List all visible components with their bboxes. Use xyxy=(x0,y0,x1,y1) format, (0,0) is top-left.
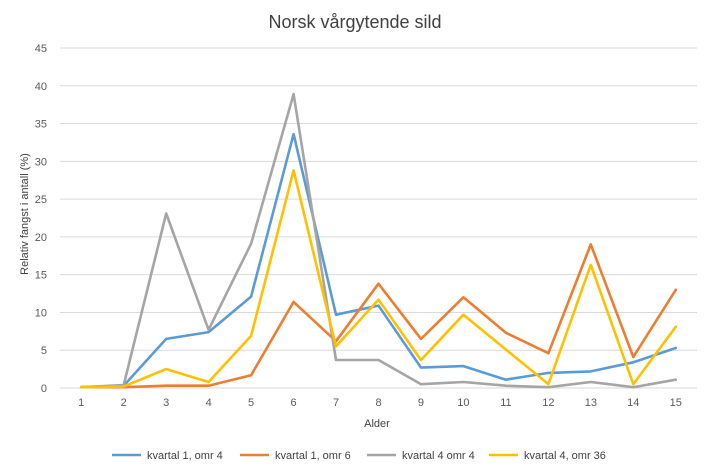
y-tick-label: 35 xyxy=(35,119,47,131)
y-tick-label: 0 xyxy=(41,383,47,395)
legend-label: kvartal 4 omr 4 xyxy=(402,450,475,462)
y-tick-label: 30 xyxy=(35,156,47,168)
y-tick-label: 25 xyxy=(35,194,47,206)
series-lines xyxy=(79,92,678,389)
y-tick-label: 10 xyxy=(35,307,47,319)
series-line-1 xyxy=(79,132,678,389)
x-axis-ticks: 1 2 3 4 5 6 7 8 9 10 11 12 13 14 15 xyxy=(78,397,682,409)
x-tick-label: 6 xyxy=(291,397,297,409)
y-tick-label: 20 xyxy=(35,232,47,244)
legend-label: kvartal 1, omr 4 xyxy=(147,450,223,462)
y-tick-label: 15 xyxy=(35,270,47,282)
x-tick-label: 8 xyxy=(375,397,381,409)
legend-item-3: kvartal 4 omr 4 xyxy=(367,450,475,462)
legend: kvartal 1, omr 4 kvartal 1, omr 6 kvartal … xyxy=(112,450,606,462)
x-tick-label: 10 xyxy=(457,397,469,409)
gridlines xyxy=(60,47,697,351)
legend-item-1: kvartal 1, omr 4 xyxy=(112,450,223,462)
x-tick-label: 7 xyxy=(333,397,339,409)
x-axis-title: Alder xyxy=(364,418,390,430)
x-tick-label: 9 xyxy=(418,397,424,409)
chart-title: Norsk vårgytende sild xyxy=(268,12,441,32)
x-tick-label: 3 xyxy=(163,397,169,409)
x-tick-label: 12 xyxy=(542,397,554,409)
y-tick-label: 45 xyxy=(35,43,47,55)
series-line-4 xyxy=(79,169,678,389)
x-tick-label: 1 xyxy=(78,397,84,409)
legend-label: kvartal 1, omr 6 xyxy=(275,450,351,462)
y-tick-label: 40 xyxy=(35,81,47,93)
x-tick-label: 11 xyxy=(500,397,511,409)
legend-label: kvartal 4, omr 36 xyxy=(524,450,606,462)
y-tick-label: 5 xyxy=(41,345,47,357)
x-tick-label: 5 xyxy=(248,397,254,409)
legend-item-4: kvartal 4, omr 36 xyxy=(489,450,606,462)
series-line-3 xyxy=(79,92,678,389)
x-tick-label: 13 xyxy=(585,397,597,409)
x-tick-label: 2 xyxy=(121,397,127,409)
series-line-2 xyxy=(79,243,678,389)
y-axis-ticks: 0 5 10 15 20 25 30 35 40 45 xyxy=(35,43,47,395)
x-tick-label: 15 xyxy=(670,397,682,409)
x-tick-label: 4 xyxy=(206,397,212,409)
y-axis-title: Relativ fangst i antall (%) xyxy=(19,153,31,275)
x-tick-label: 14 xyxy=(627,397,639,409)
legend-item-2: kvartal 1, omr 6 xyxy=(240,450,351,462)
